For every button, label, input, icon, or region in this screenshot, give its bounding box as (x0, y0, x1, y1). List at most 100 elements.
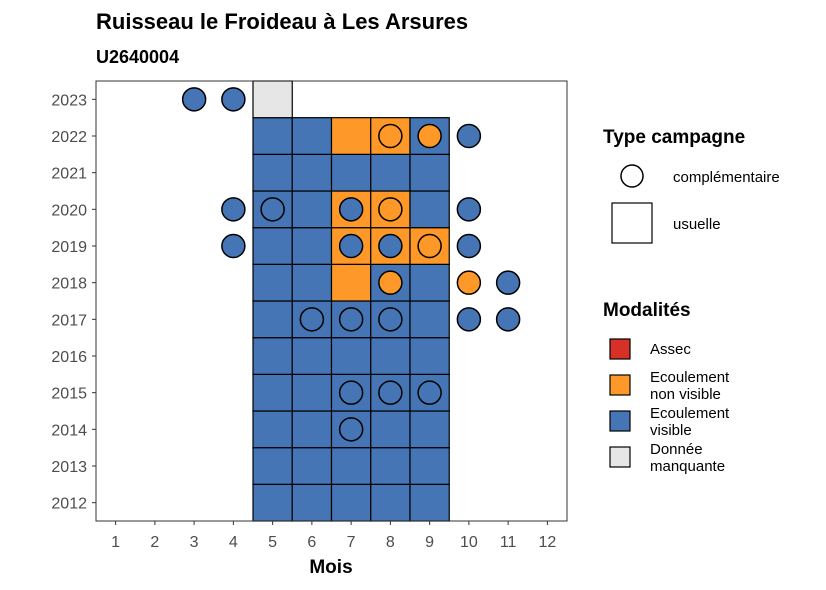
x-tick-label: 10 (460, 534, 478, 551)
x-tick-label: 4 (229, 534, 238, 551)
y-tick-label: 2019 (51, 239, 87, 256)
complementaire-point-2017-8 (378, 307, 403, 332)
plot-frame (95, 80, 568, 522)
x-tick-label: 11 (500, 534, 517, 551)
legend-key-ecoulement-visible (609, 410, 631, 432)
complementaire-point-2015-7 (338, 380, 364, 405)
usuelle-cell-2016-9 (409, 337, 450, 375)
usuelle-cell-2017-5 (252, 300, 293, 339)
usuelle-cell-2013-7 (330, 447, 372, 485)
y-tick-label: 2012 (51, 496, 87, 513)
y-tick-label: 2016 (51, 349, 87, 366)
usuelle-cell-2014-9 (409, 410, 450, 449)
complementaire-point-2019-7 (338, 233, 364, 259)
legend-usuelle-label: usuelle (673, 216, 721, 233)
complementaire-point-2017-7 (338, 307, 364, 332)
legend-modalites-title: Modalités (603, 300, 691, 321)
complementaire-point-2020-8 (378, 197, 403, 222)
complementaire-point-2017-11 (495, 307, 521, 332)
legend-complementaire-key (620, 164, 644, 188)
complementaire-point-2020-4 (221, 197, 246, 222)
chart-subtitle: U2640004 (96, 47, 179, 67)
legend-type-title: Type campagne (603, 127, 745, 148)
complementaire-point-2022-8 (378, 123, 403, 149)
legend-usuelle-key (611, 202, 653, 244)
usuelle-cell-2014-5 (252, 410, 293, 449)
usuelle-cell-2021-9 (409, 153, 450, 192)
usuelle-cell-2018-7 (330, 263, 372, 302)
x-tick-label: 9 (425, 534, 434, 551)
usuelle-cell-2016-8 (370, 337, 411, 375)
chart-title: Ruisseau le Froideau à Les Arsures (96, 9, 468, 34)
usuelle-cell-2022-6 (291, 117, 333, 155)
usuelle-cell-2016-5 (252, 337, 293, 375)
usuelle-cell-2020-9 (409, 190, 450, 229)
complementaire-points (181, 87, 521, 442)
usuelle-cell-2015-5 (252, 373, 293, 412)
x-tick-label: 7 (347, 534, 356, 551)
legend-label-ecoulement-visible: Ecoulement (650, 405, 730, 422)
y-tick-label: 2013 (51, 459, 87, 476)
usuelle-cell-2013-5 (252, 447, 293, 485)
usuelle-cell-2021-6 (291, 153, 333, 192)
complementaire-point-2023-4 (221, 87, 246, 112)
legend-label-ecoulement-non-visible: Ecoulement (650, 369, 730, 386)
x-tick-label: 12 (538, 534, 556, 551)
complementaire-point-2019-9 (417, 233, 442, 259)
usuelle-cell-2013-9 (409, 447, 450, 485)
usuelle-cell-2018-6 (291, 263, 333, 302)
legend-complementaire-label: complémentaire (673, 169, 780, 186)
usuelle-cell-2012-5 (252, 483, 293, 522)
y-tick-label: 2020 (51, 202, 87, 219)
usuelle-cell-2017-9 (409, 300, 450, 339)
y-tick-label: 2022 (51, 129, 87, 146)
complementaire-point-2020-5 (260, 197, 285, 222)
usuelle-cell-2012-7 (330, 483, 372, 522)
x-tick-label: 2 (150, 534, 159, 551)
y-tick-label: 2015 (51, 386, 87, 403)
complementaire-point-2018-10 (456, 270, 482, 295)
x-tick-label: 5 (268, 534, 277, 551)
usuelle-cell-2019-6 (291, 227, 333, 265)
complementaire-point-2022-9 (417, 123, 442, 149)
usuelle-cell-2012-8 (370, 483, 411, 522)
y-tick-label: 2021 (51, 166, 87, 183)
y-tick-label: 2014 (51, 422, 87, 439)
usuelle-cell-2012-9 (409, 483, 450, 522)
usuelle-cell-2018-5 (252, 263, 293, 302)
x-tick-label: 3 (190, 534, 199, 551)
legend-label-assec: Assec (650, 341, 691, 358)
x-axis-title: Mois (309, 557, 352, 578)
usuelle-cell-2015-6 (291, 373, 333, 412)
usuelle-cell-2012-6 (291, 483, 333, 522)
legend-label-donnee-manquante: manquante (650, 458, 725, 475)
usuelle-cell-2013-8 (370, 447, 411, 485)
complementaire-point-2020-10 (456, 197, 482, 222)
complementaire-point-2023-3 (181, 87, 207, 112)
complementaire-point-2015-9 (417, 380, 442, 405)
x-tick-label: 1 (111, 534, 120, 551)
legend-key-assec (609, 338, 631, 360)
x-tick-label: 6 (307, 534, 316, 551)
usuelle-cell-2018-9 (409, 263, 450, 302)
usuelle-cell-2013-6 (291, 447, 333, 485)
usuelle-cell-2016-7 (330, 337, 372, 375)
usuelle-cell-2016-6 (291, 337, 333, 375)
complementaire-point-2019-8 (378, 233, 403, 259)
x-axis: 1 2 3 4 5 6 7 8 9 10 11 12 (111, 521, 556, 551)
usuelle-cell-2023-5 (252, 80, 293, 119)
y-axis: 2012 2013 2014 2015 2016 2017 2018 2019 2020 2021… (51, 92, 96, 513)
y-tick-label: 2023 (51, 92, 87, 109)
complementaire-point-2022-10 (456, 123, 482, 149)
complementaire-point-2019-10 (456, 233, 482, 259)
complementaire-point-2017-10 (456, 307, 482, 332)
y-tick-label: 2018 (51, 276, 87, 293)
legend-label-donnee-manquante: Donnée (650, 441, 703, 458)
complementaire-point-2018-8 (378, 270, 403, 295)
usuelle-cell-2022-7 (330, 117, 372, 155)
complementaire-point-2014-7 (338, 417, 364, 442)
usuelle-cell-2014-8 (370, 410, 411, 449)
usuelle-cell-2022-5 (252, 117, 293, 155)
legend-label-ecoulement-non-visible: non visible (650, 386, 721, 403)
